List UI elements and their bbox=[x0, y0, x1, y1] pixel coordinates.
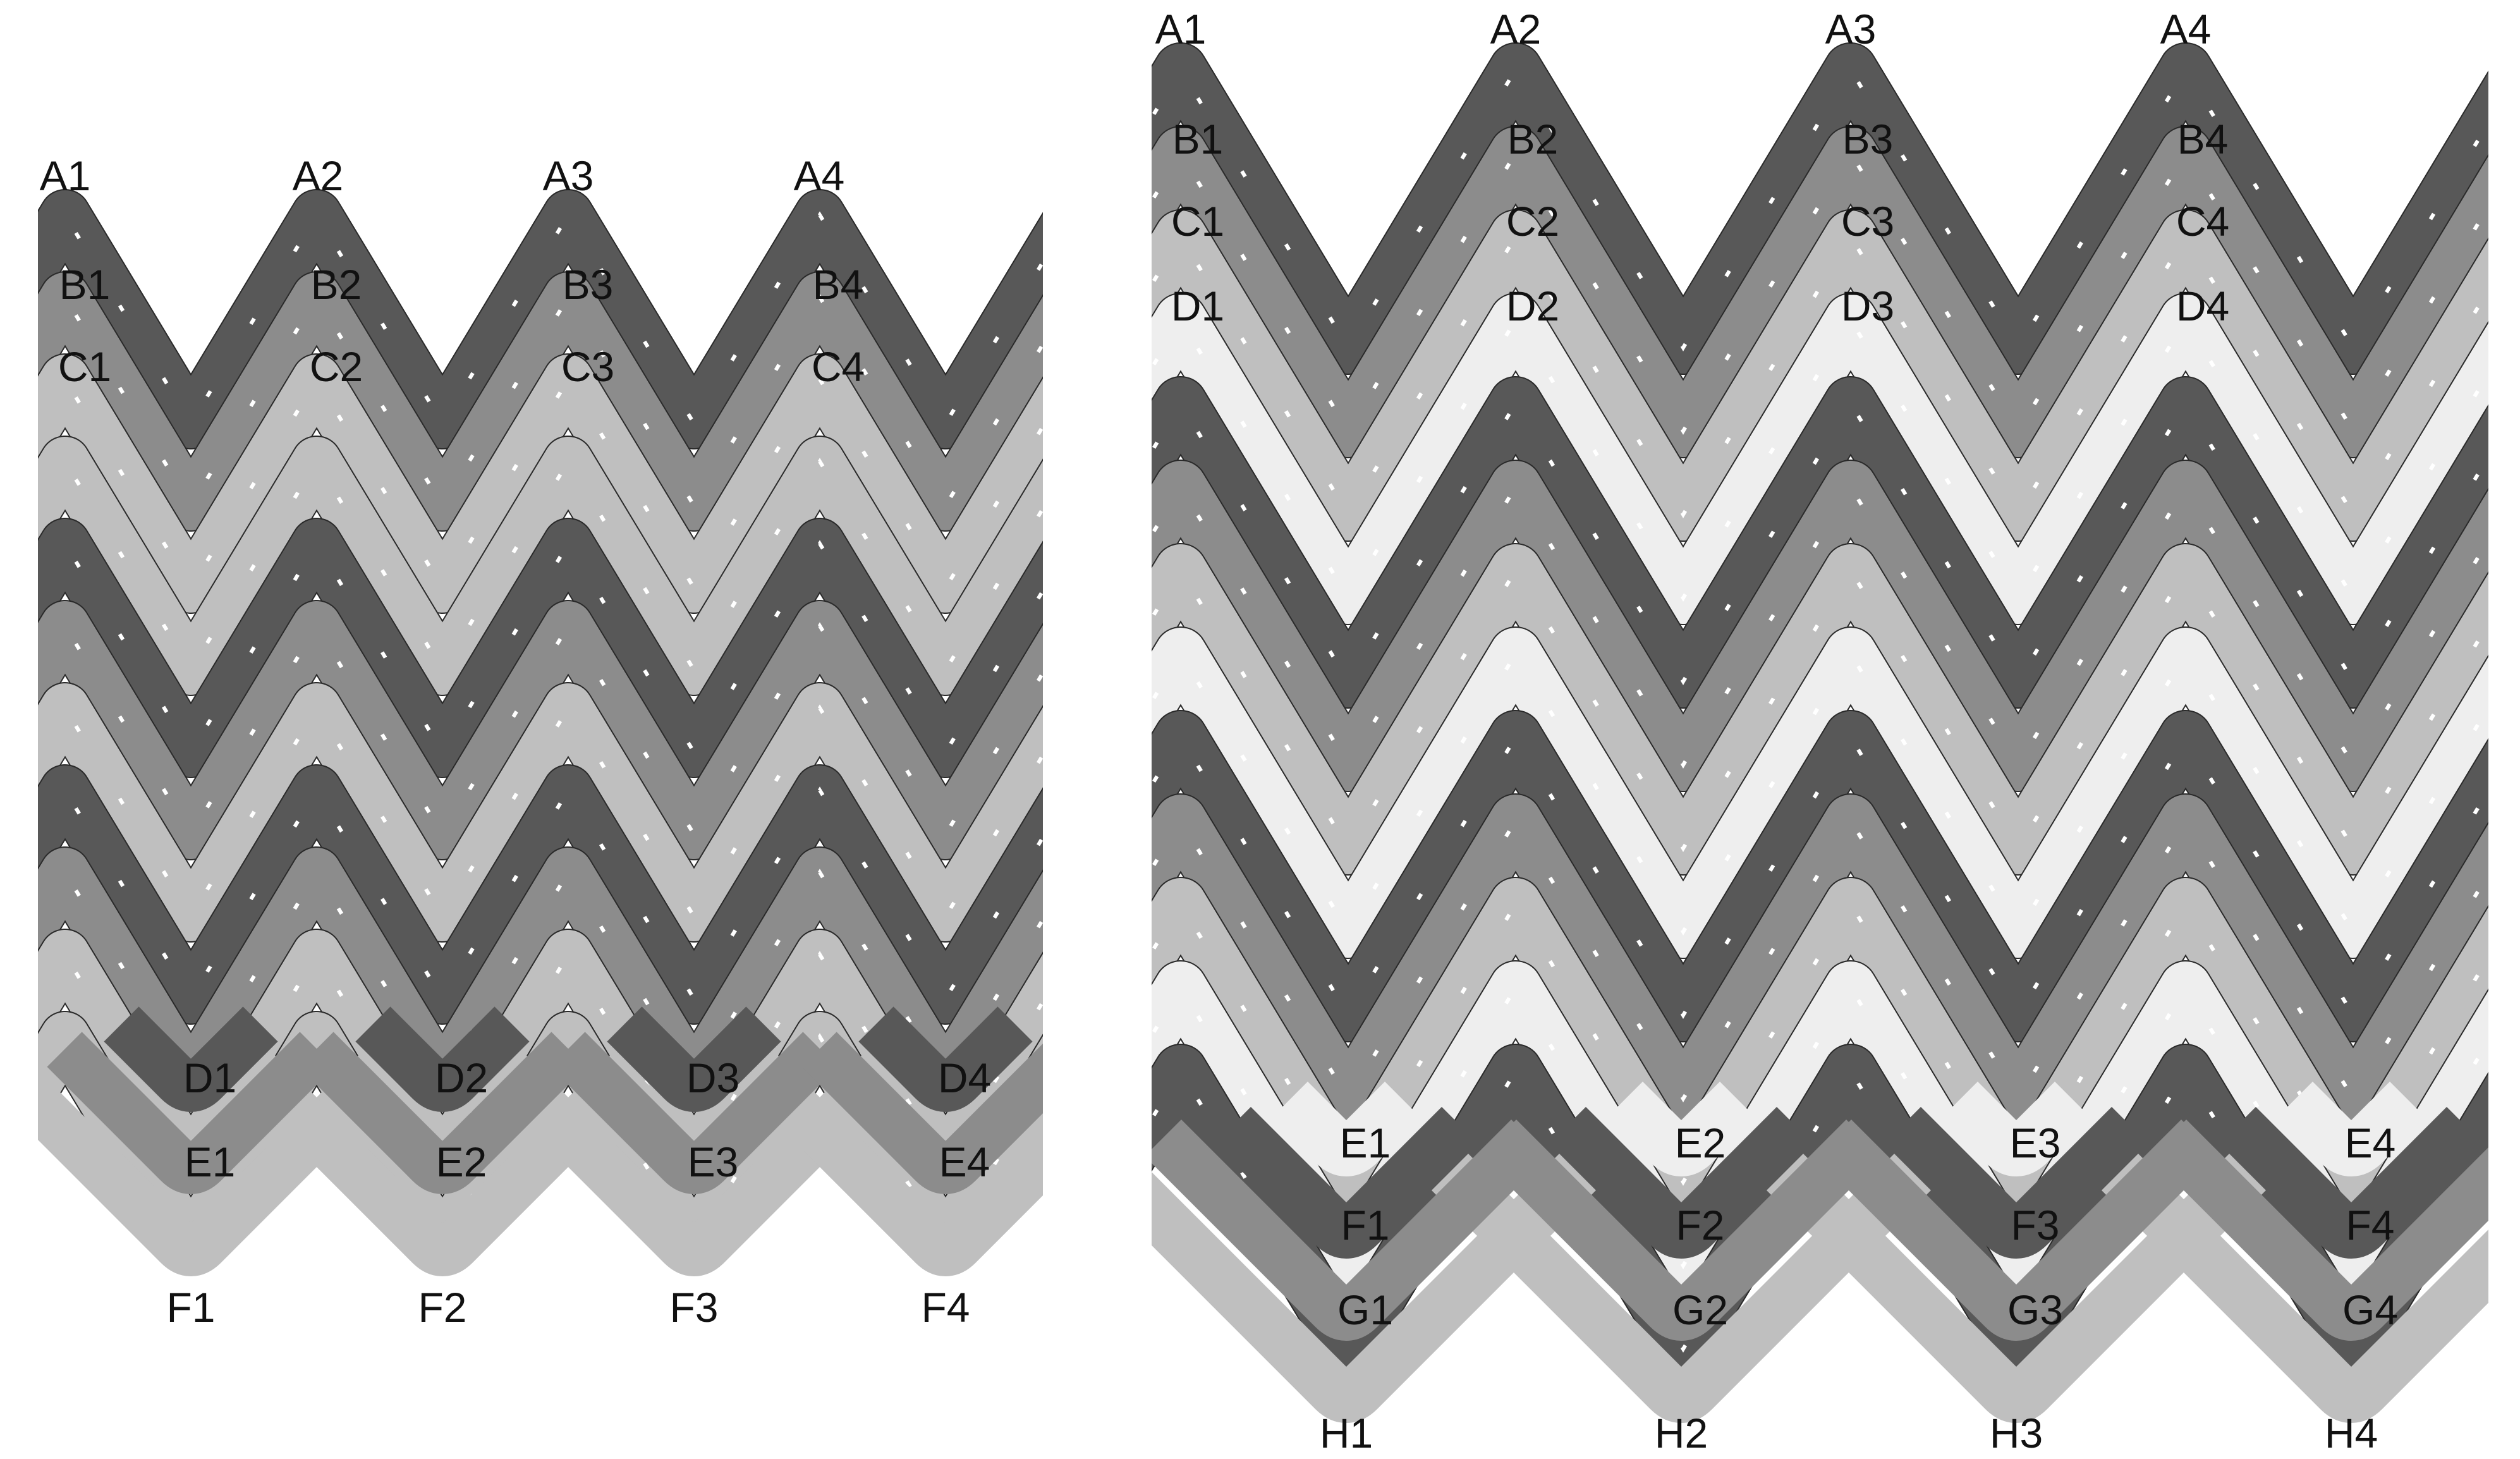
bottom-loop-band bbox=[550, 1032, 838, 1194]
bottom-loop-band bbox=[2276, 1082, 2426, 1176]
bottom-loop-band bbox=[298, 1032, 587, 1194]
weave-band bbox=[1152, 961, 2488, 1291]
weave-band bbox=[1152, 878, 2488, 1208]
bottom-loop-band bbox=[38, 1051, 398, 1276]
weave-band bbox=[1152, 628, 2488, 958]
bottom-loop-band bbox=[2219, 1107, 2483, 1259]
weave-band bbox=[1152, 795, 2488, 1125]
weave-band bbox=[1152, 44, 2488, 374]
bottom-loop-band bbox=[1480, 1120, 1883, 1341]
weave-band bbox=[38, 272, 1043, 530]
weave-band bbox=[1152, 211, 2488, 540]
weave-band bbox=[38, 437, 1043, 695]
weave-band bbox=[1152, 294, 2488, 624]
bottom-loop-band bbox=[1214, 1107, 1478, 1259]
bottom-loop-band bbox=[1745, 1132, 2287, 1423]
bottom-loop-band bbox=[1815, 1120, 2218, 1341]
weave-band bbox=[1152, 544, 2488, 874]
bottom-loop-band bbox=[1549, 1107, 1813, 1259]
weave-band bbox=[38, 601, 1043, 859]
left-weave-panel bbox=[38, 0, 1043, 1459]
bottom-loop-band bbox=[1152, 1132, 1617, 1423]
weave-band bbox=[38, 766, 1043, 1023]
weave-band bbox=[38, 355, 1043, 613]
bottom-loop-band bbox=[1410, 1132, 1952, 1423]
right-weave-panel bbox=[1152, 0, 2488, 1459]
bottom-loop-band bbox=[355, 1006, 530, 1112]
bottom-loop-band bbox=[1271, 1082, 1421, 1176]
bottom-loop-band bbox=[2150, 1120, 2488, 1341]
bottom-loop-band bbox=[2080, 1132, 2488, 1423]
bottom-loop-band bbox=[1884, 1107, 2148, 1259]
weave-band bbox=[1152, 377, 2488, 707]
weave-band bbox=[38, 190, 1043, 448]
weave-band bbox=[1152, 461, 2488, 791]
bottom-loop-band bbox=[47, 1032, 335, 1194]
weave-band bbox=[38, 683, 1043, 941]
bottom-loop-band bbox=[858, 1006, 1033, 1112]
bottom-loop-band bbox=[738, 1051, 1043, 1276]
bottom-loop-band bbox=[104, 1006, 278, 1112]
weave-band bbox=[1152, 711, 2488, 1041]
bottom-loop-band bbox=[801, 1032, 1043, 1194]
bottom-loop-band bbox=[487, 1051, 901, 1276]
bottom-loop-band bbox=[1152, 1120, 1548, 1341]
bottom-loop-band bbox=[607, 1006, 781, 1112]
weave-band bbox=[38, 519, 1043, 777]
bottom-loop-band bbox=[1606, 1082, 1756, 1176]
weave-band bbox=[1152, 127, 2488, 457]
bottom-loop-band bbox=[1941, 1082, 2091, 1176]
bottom-loop-band bbox=[235, 1051, 650, 1276]
